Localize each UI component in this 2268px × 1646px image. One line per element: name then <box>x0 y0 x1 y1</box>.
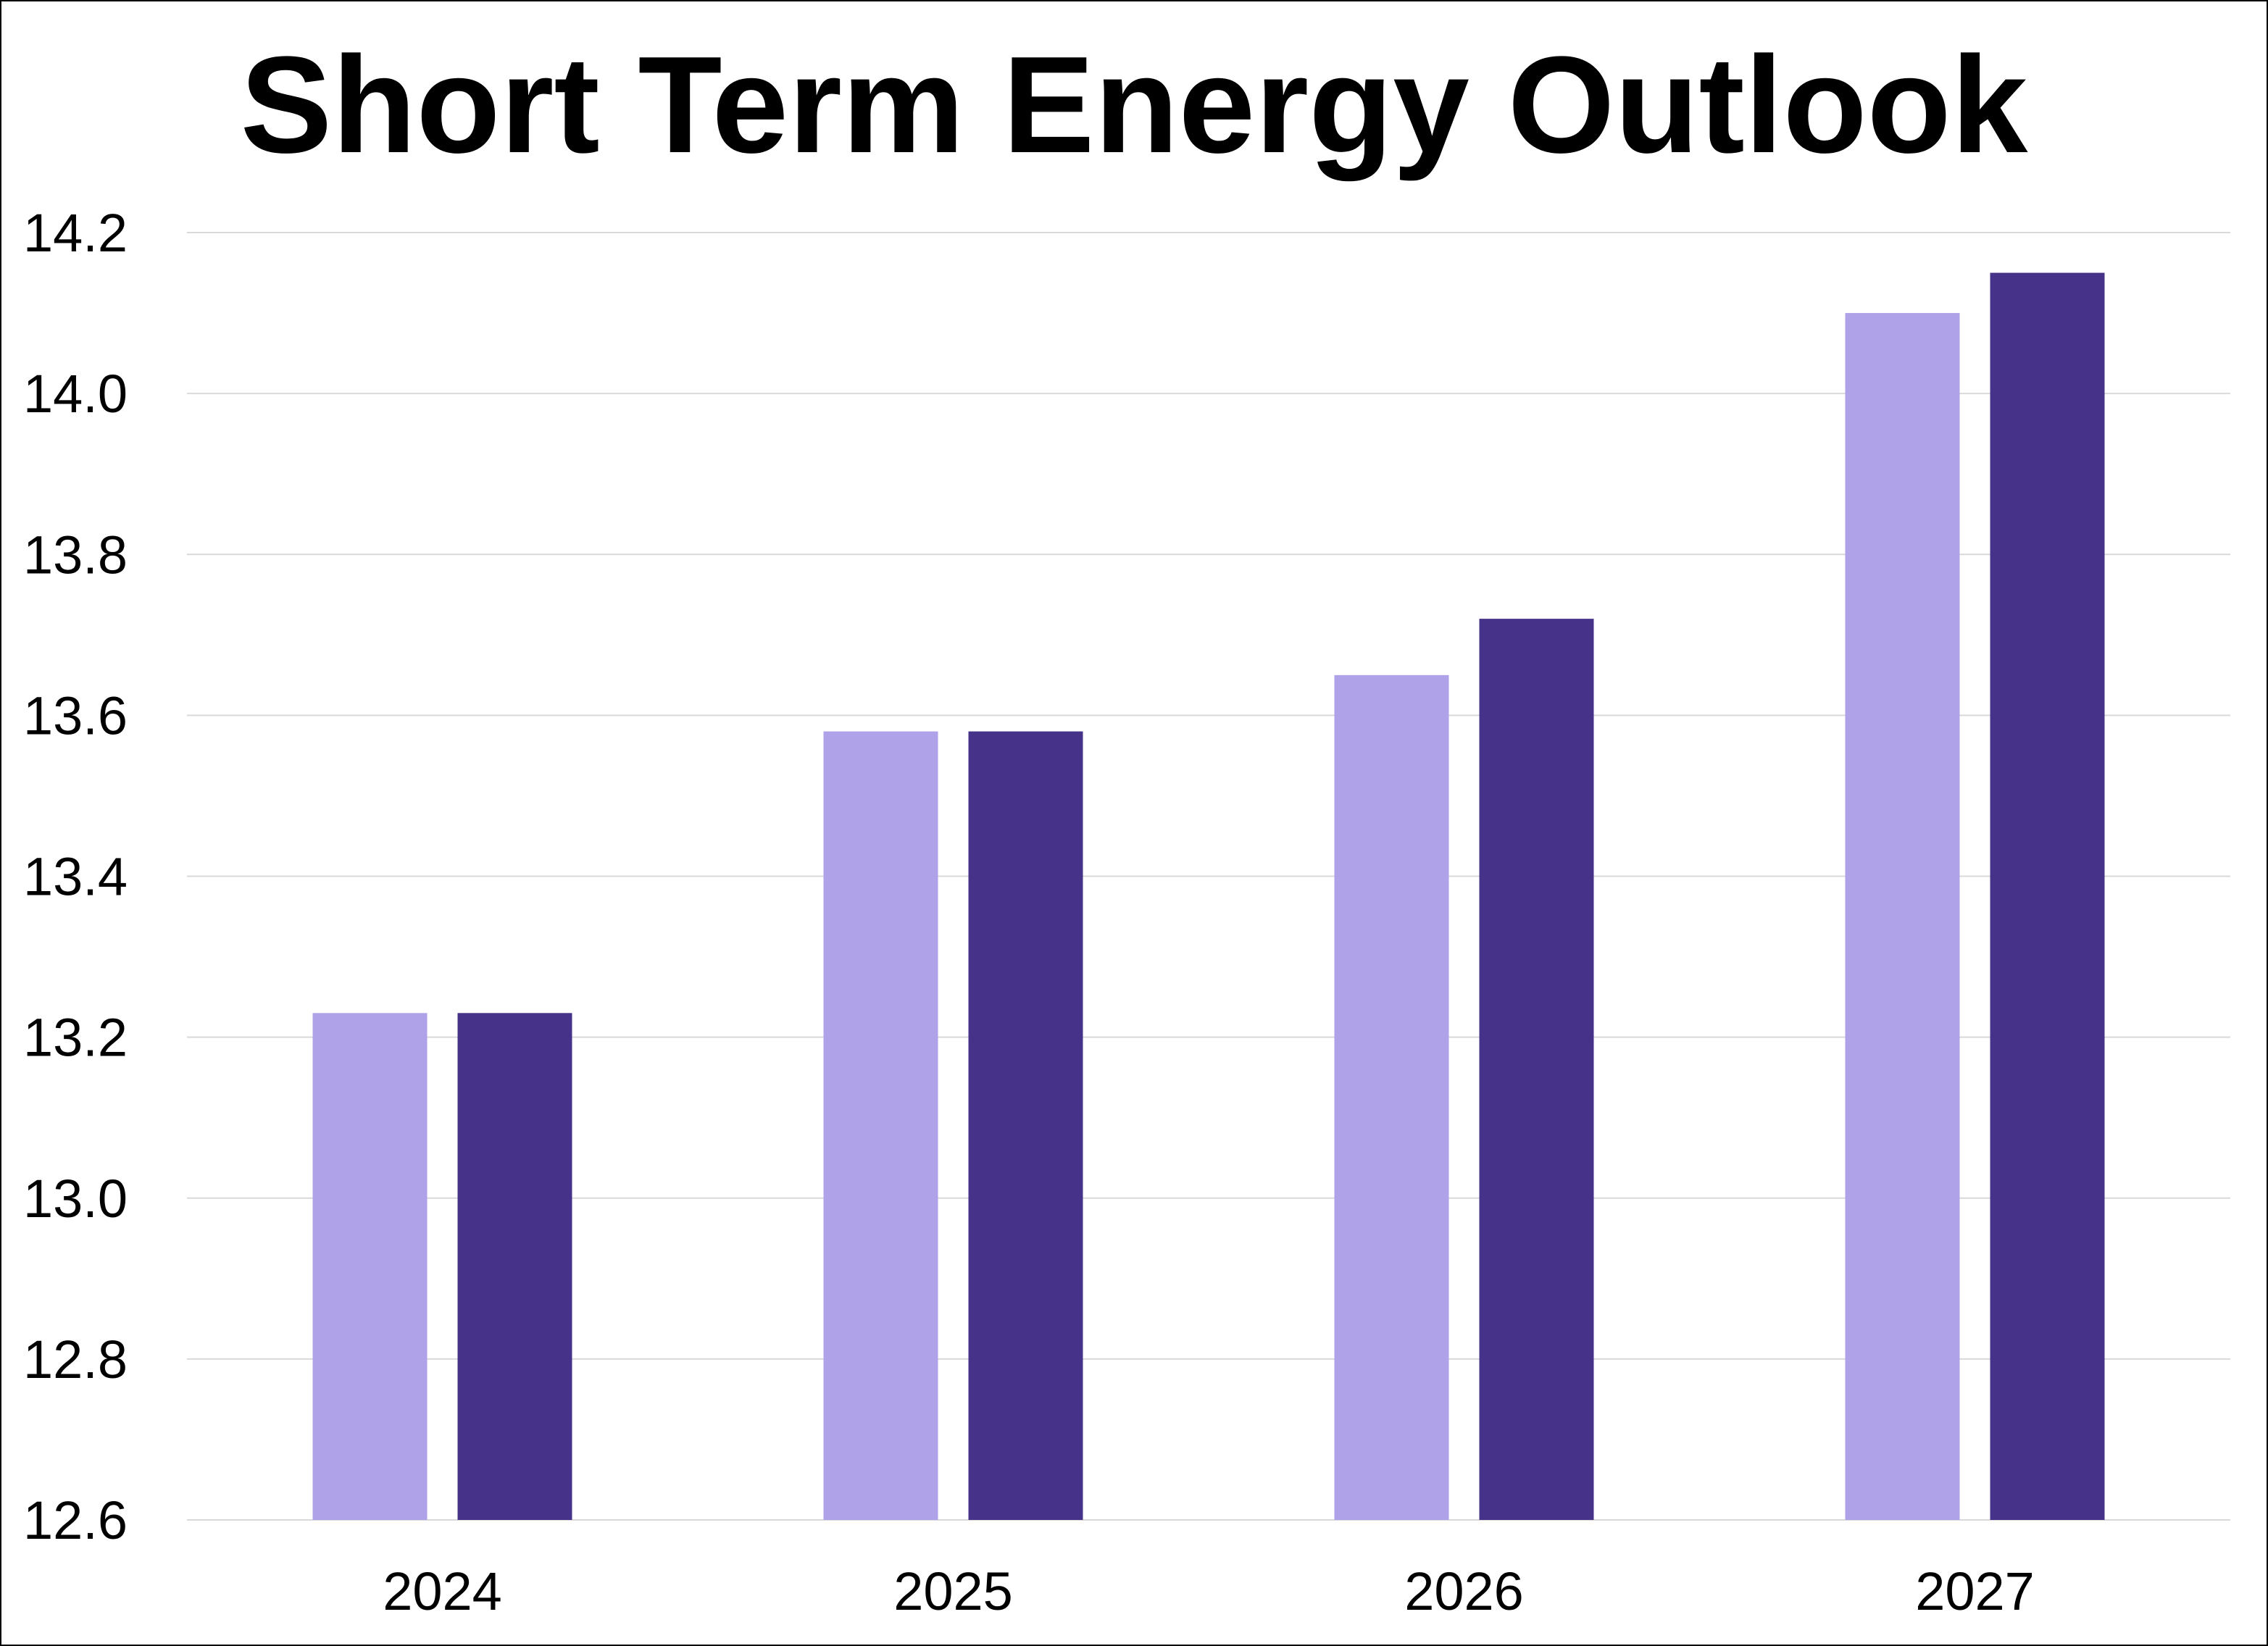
bar-series-2-2026 <box>1479 619 1594 1520</box>
bar-series-2-2024 <box>457 1013 572 1520</box>
y-tick-label: 13.6 <box>23 685 128 745</box>
bar-series-1-2025 <box>823 731 938 1520</box>
y-axis: 12.6 12.8 13.0 13.2 13.4 13.6 13.8 14.0 14.2 <box>23 203 128 1550</box>
y-tick-label: 12.8 <box>23 1329 128 1390</box>
bar-series-2-2025 <box>968 731 1083 1520</box>
bar-series-1-2027 <box>1845 313 1960 1520</box>
x-tick-label: 2025 <box>893 1561 1013 1621</box>
x-tick-label: 2027 <box>1915 1561 2035 1621</box>
y-tick-label: 13.2 <box>23 1008 128 1068</box>
y-tick-label: 13.8 <box>23 525 128 585</box>
bar-series-1-2024 <box>312 1013 428 1520</box>
x-tick-label: 2026 <box>1404 1561 1524 1621</box>
y-tick-label: 14.0 <box>23 364 128 424</box>
x-axis: 2024 2025 2026 2027 <box>383 1561 2035 1621</box>
y-tick-label: 13.0 <box>23 1169 128 1229</box>
x-tick-label: 2024 <box>383 1561 502 1621</box>
y-tick-label: 12.6 <box>23 1490 128 1550</box>
bar-series-1-2026 <box>1334 674 1449 1520</box>
y-tick-label: 13.4 <box>23 847 128 907</box>
bar-series-2-2027 <box>1990 272 2105 1520</box>
bars <box>312 272 2105 1520</box>
chart-title: Short Term Energy Outlook <box>241 28 2028 182</box>
y-tick-label: 14.2 <box>23 203 128 263</box>
